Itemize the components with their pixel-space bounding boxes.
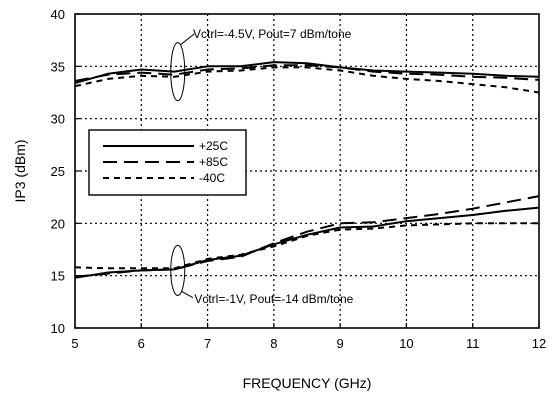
y-tick-label: 15 bbox=[51, 269, 65, 284]
annotation-ellipse-low bbox=[170, 244, 186, 296]
x-tick-label: 9 bbox=[337, 336, 344, 351]
series-line-low-minus40c bbox=[74, 222, 539, 270]
x-tick-label: 8 bbox=[270, 336, 277, 351]
y-tick-label: 40 bbox=[51, 7, 65, 22]
series-line-low-plus85c bbox=[74, 195, 540, 278]
annotation-text-low: Vctrl=-1V, Pout=-14 dBm/tone bbox=[194, 292, 353, 306]
annotation-leader-high bbox=[180, 33, 195, 45]
series-layer bbox=[74, 61, 540, 279]
annotation-ellipse-high bbox=[170, 42, 186, 102]
x-tick-label: 10 bbox=[399, 336, 413, 351]
x-tick-label: 12 bbox=[532, 336, 546, 351]
y-tick-label: 10 bbox=[51, 321, 65, 336]
y-axis-title: IP3 (dBm) bbox=[12, 139, 28, 202]
annotation-leader-low bbox=[181, 290, 194, 299]
legend-layer: +25C +85C -40C bbox=[88, 129, 247, 196]
series-line-high-plus85c bbox=[74, 64, 540, 82]
axis-layer: 5 6 7 8 9 10 11 12 10 15 20 25 30 35 40 FREQUENCY (GHz)… bbox=[12, 7, 546, 391]
y-tick-label: 30 bbox=[51, 112, 65, 127]
annotation-layer: Vctrl=-4.5V, Pout=7 dBm/tone Vctrl=-1V, P… bbox=[170, 27, 354, 306]
series-line-high-minus40c bbox=[74, 66, 540, 94]
x-tick-label: 7 bbox=[204, 336, 211, 351]
series-line-high-plus25c bbox=[74, 61, 540, 85]
x-axis-title: FREQUENCY (GHz) bbox=[243, 375, 372, 391]
x-tick-label: 11 bbox=[466, 336, 480, 351]
legend-label-0: +25C bbox=[199, 139, 228, 153]
y-tick-label: 20 bbox=[51, 216, 65, 231]
y-tick-label: 25 bbox=[51, 164, 65, 179]
annotation-text-high: Vctrl=-4.5V, Pout=7 dBm/tone bbox=[193, 27, 352, 41]
x-tick-label: 5 bbox=[71, 336, 78, 351]
x-tick-label: 6 bbox=[138, 336, 145, 351]
series-line-low-plus25c bbox=[74, 206, 540, 279]
legend-label-2: -40C bbox=[199, 171, 225, 185]
legend-label-1: +85C bbox=[199, 155, 228, 169]
y-tick-label: 35 bbox=[51, 59, 65, 74]
